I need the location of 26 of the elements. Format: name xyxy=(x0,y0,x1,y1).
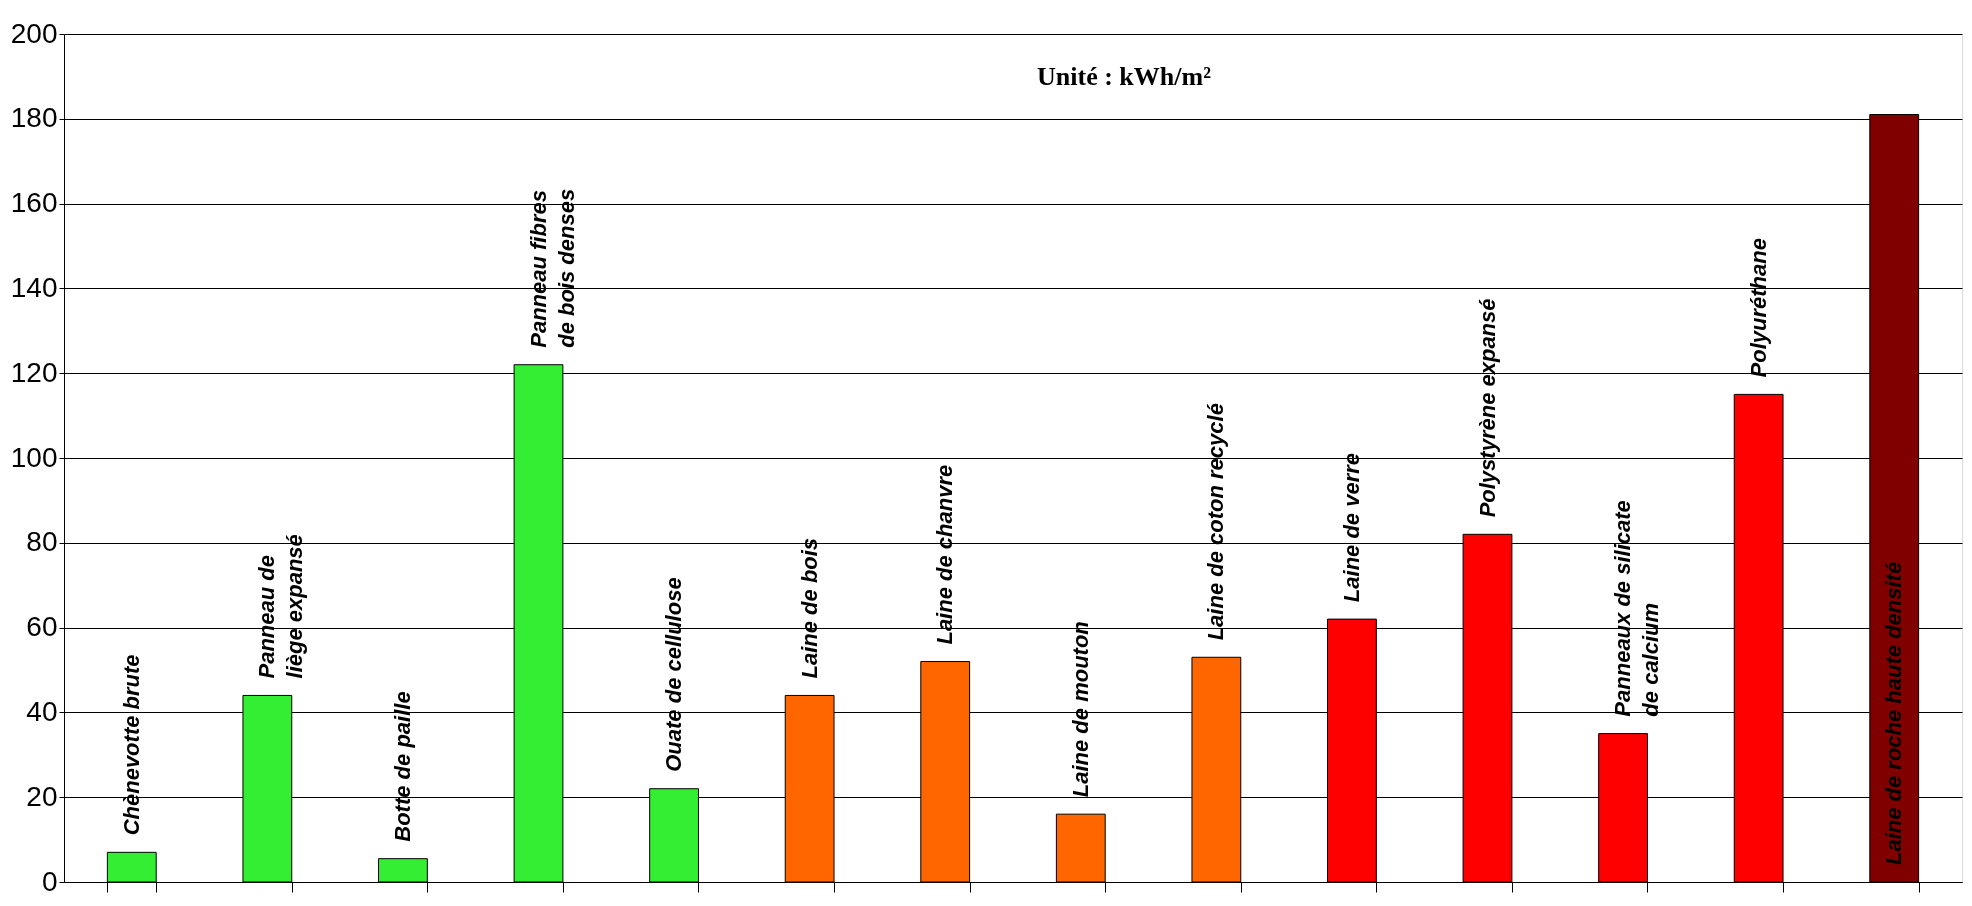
y-tick-label: 80 xyxy=(26,526,58,558)
x-tick-label: Ouate de cellulose xyxy=(661,577,687,772)
x-tick-label: Polystyrène expansé xyxy=(1474,298,1500,518)
y-tick-label: 0 xyxy=(41,865,58,897)
y-tick-label: 20 xyxy=(26,780,58,812)
x-tick-label: Laine de coton recyclé xyxy=(1203,403,1229,641)
y-tick-label: 200 xyxy=(10,17,58,49)
x-tick-label: Chènevotte brute xyxy=(118,654,144,836)
x-tick-label: Laine de chanvre xyxy=(932,464,958,645)
x-tick-label: Polyuréthane xyxy=(1745,238,1771,378)
y-tick-label: 120 xyxy=(10,356,58,388)
x-tick-label: Laine de roche haute densité xyxy=(1881,561,1907,866)
x-tick-label: Panneaux de silicate de calcium xyxy=(1610,500,1664,717)
x-tick-label: Laine de bois xyxy=(796,537,822,679)
x-tick-label: Laine de mouton xyxy=(1067,621,1093,798)
x-tick-label: Panneau de liège expansé xyxy=(254,534,308,679)
y-tick-label: 40 xyxy=(26,695,58,727)
y-tick-label: 140 xyxy=(10,271,58,303)
y-tick-label: 180 xyxy=(10,102,58,134)
annotation: Unité : kWh/m² xyxy=(1037,62,1212,91)
x-tick-label: Laine de verre xyxy=(1338,452,1364,603)
y-tick-label: 60 xyxy=(26,611,58,643)
y-tick-label: 100 xyxy=(10,441,58,473)
y-tick-label: 160 xyxy=(10,187,58,219)
x-tick-label: Panneau fibres de bois denses xyxy=(525,188,579,348)
x-tick-label: Botte de paille xyxy=(389,691,415,842)
